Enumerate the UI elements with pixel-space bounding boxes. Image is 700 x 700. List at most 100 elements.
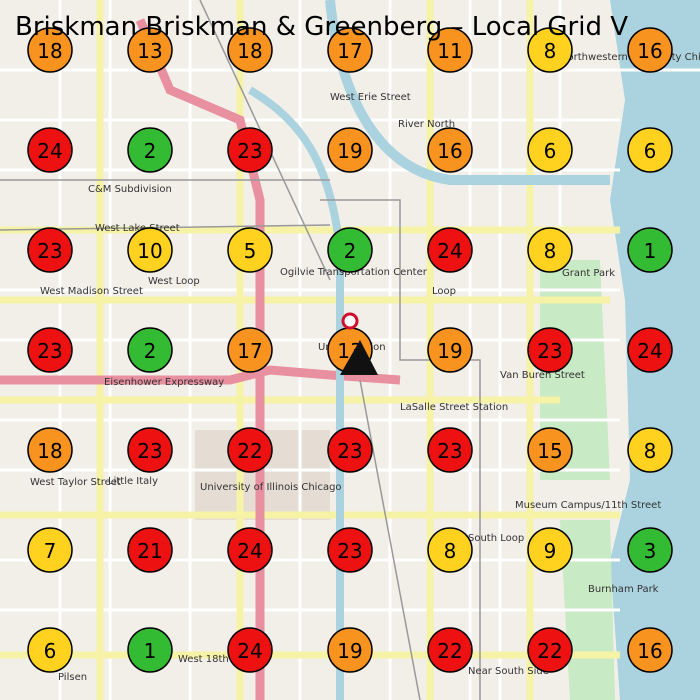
rank-circle bbox=[627, 127, 673, 173]
rank-circle bbox=[27, 527, 73, 573]
rank-label: 18 bbox=[37, 39, 62, 63]
map-labels: West Erie Street River North C&M Subdivisi… bbox=[30, 52, 700, 683]
rank-circle bbox=[327, 27, 373, 73]
pin-triangle bbox=[340, 340, 378, 375]
rank-label: 8 bbox=[544, 39, 557, 63]
map-label: South Loop bbox=[468, 533, 524, 544]
rank-circle bbox=[427, 627, 473, 673]
rank-label: 19 bbox=[337, 139, 362, 163]
rank-label: 23 bbox=[37, 339, 62, 363]
rank-label: 24 bbox=[237, 539, 262, 563]
rank-label: 2 bbox=[144, 339, 157, 363]
map-label: Near South Side bbox=[468, 666, 549, 677]
rank-circle bbox=[227, 427, 273, 473]
map-label: LaSalle Street Station bbox=[400, 402, 508, 413]
rank-label: 16 bbox=[437, 139, 462, 163]
rank-circle bbox=[27, 427, 73, 473]
rank-circle bbox=[127, 527, 173, 573]
rank-circle bbox=[27, 127, 73, 173]
map-label: West Taylor Street bbox=[30, 477, 121, 488]
rank-label: 5 bbox=[244, 239, 257, 263]
rank-circle bbox=[627, 427, 673, 473]
pin-marker bbox=[341, 312, 359, 330]
rank-label: 23 bbox=[237, 139, 262, 163]
rank-label: 23 bbox=[337, 539, 362, 563]
rank-label: 23 bbox=[137, 439, 162, 463]
rank-circle bbox=[327, 227, 373, 273]
rank-circle bbox=[127, 227, 173, 273]
rank-circle bbox=[527, 127, 573, 173]
rank-label: 22 bbox=[537, 639, 562, 663]
map-label: Grant Park bbox=[562, 268, 615, 279]
rank-label: 23 bbox=[437, 439, 462, 463]
rank-label: 6 bbox=[544, 139, 557, 163]
map-label: River North bbox=[398, 119, 455, 130]
map-label: West Lake Street bbox=[95, 223, 180, 234]
map-label: C&M Subdivision bbox=[88, 184, 172, 195]
map-label: West 18th Street bbox=[178, 654, 262, 665]
rank-circle bbox=[27, 227, 73, 273]
rank-circle bbox=[327, 627, 373, 673]
rank-label: 17 bbox=[237, 339, 262, 363]
map-label: West Loop bbox=[148, 276, 200, 287]
map-label: Ogilvie Transportation Center bbox=[280, 267, 428, 278]
rank-label: 17 bbox=[337, 39, 362, 63]
map-label: West Madison Street bbox=[40, 286, 143, 297]
rank-circle bbox=[127, 627, 173, 673]
rank-label: 23 bbox=[337, 439, 362, 463]
rank-label: 24 bbox=[637, 339, 662, 363]
rank-label: 16 bbox=[637, 39, 662, 63]
rank-label: 8 bbox=[544, 239, 557, 263]
park bbox=[540, 260, 610, 480]
rank-label: 24 bbox=[237, 639, 262, 663]
rank-circle bbox=[527, 227, 573, 273]
rank-circle bbox=[127, 27, 173, 73]
rank-label: 1 bbox=[644, 239, 657, 263]
rank-circle bbox=[627, 627, 673, 673]
rank-label: 8 bbox=[444, 539, 457, 563]
rank-circle bbox=[527, 527, 573, 573]
rank-circle bbox=[427, 327, 473, 373]
rank-circle bbox=[427, 127, 473, 173]
rank-label: 19 bbox=[437, 339, 462, 363]
rank-label: 15 bbox=[537, 439, 562, 463]
rank-circle bbox=[527, 427, 573, 473]
rank-label: 21 bbox=[137, 539, 162, 563]
rank-label: 18 bbox=[37, 439, 62, 463]
map-label: Museum Campus/11th Street bbox=[515, 500, 661, 511]
rank-label: 3 bbox=[644, 539, 657, 563]
rank-label: 24 bbox=[37, 139, 62, 163]
rank-circle bbox=[127, 427, 173, 473]
rank-label: 2 bbox=[144, 139, 157, 163]
rank-circle bbox=[327, 127, 373, 173]
rank-label: 1 bbox=[144, 639, 157, 663]
rank-circle bbox=[627, 27, 673, 73]
map-label: Eisenhower Expressway bbox=[104, 377, 224, 388]
rank-label: 11 bbox=[437, 39, 462, 63]
map-label: Little Italy bbox=[108, 476, 158, 487]
rank-label: 22 bbox=[437, 639, 462, 663]
rank-circle bbox=[427, 527, 473, 573]
rank-circle bbox=[27, 27, 73, 73]
rank-circle bbox=[527, 27, 573, 73]
rank-circle bbox=[27, 327, 73, 373]
rank-circle bbox=[527, 627, 573, 673]
map-label: Pilsen bbox=[58, 672, 87, 683]
rank-label: 6 bbox=[644, 139, 657, 163]
rank-circle bbox=[327, 427, 373, 473]
rank-label: 8 bbox=[644, 439, 657, 463]
rank-circle bbox=[227, 627, 273, 673]
rank-circle bbox=[427, 27, 473, 73]
rank-label: 10 bbox=[137, 239, 162, 263]
rank-label: 23 bbox=[37, 239, 62, 263]
rank-label: 13 bbox=[137, 39, 162, 63]
rank-circle bbox=[127, 127, 173, 173]
rank-label: 16 bbox=[637, 639, 662, 663]
map-label: Loop bbox=[432, 286, 456, 297]
rank-circle bbox=[627, 227, 673, 273]
rank-circle bbox=[427, 427, 473, 473]
business-pin bbox=[340, 312, 378, 375]
rank-circle bbox=[127, 327, 173, 373]
